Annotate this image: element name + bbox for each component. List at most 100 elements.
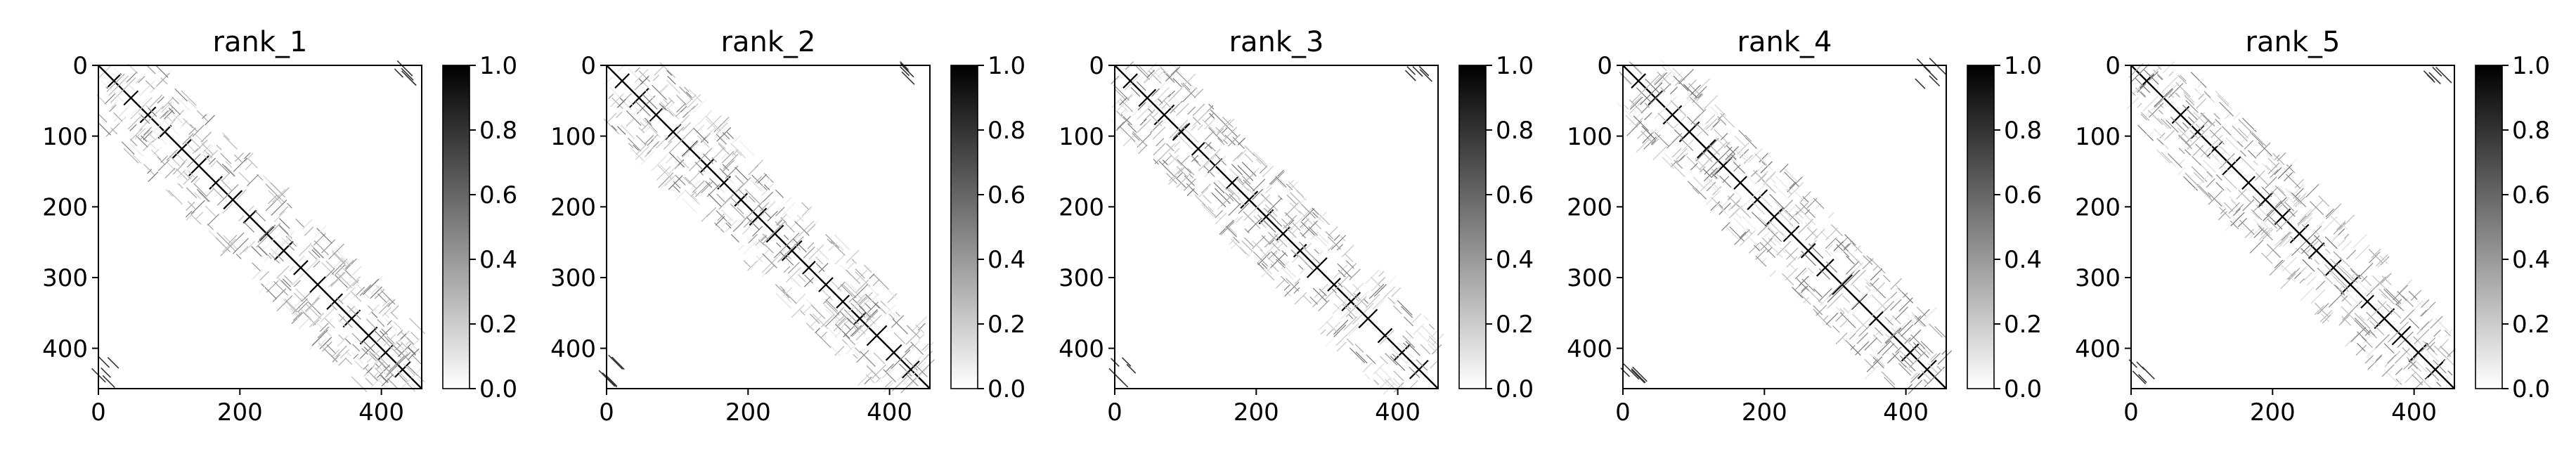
contact-texture bbox=[2376, 254, 2388, 267]
contact-texture bbox=[1862, 258, 1874, 270]
contact-texture bbox=[302, 219, 313, 230]
panel-title: rank_5 bbox=[2246, 26, 2341, 58]
y-tick-label: 100 bbox=[2075, 123, 2121, 151]
contact-texture bbox=[1828, 250, 1839, 261]
contact-texture bbox=[1760, 161, 1773, 174]
contact-texture bbox=[1288, 181, 1299, 191]
contact-texture bbox=[1348, 313, 1354, 320]
contact-texture bbox=[1784, 249, 1796, 261]
contact-texture bbox=[881, 370, 891, 379]
contact-texture bbox=[1130, 87, 1141, 97]
contact-texture bbox=[162, 106, 174, 117]
contact-texture bbox=[2413, 296, 2426, 309]
contact-texture bbox=[247, 158, 258, 169]
contact-texture bbox=[2249, 240, 2264, 254]
contact-texture bbox=[2236, 188, 2247, 200]
contact-texture bbox=[2407, 358, 2419, 370]
contact-texture bbox=[2258, 227, 2272, 241]
contact-texture bbox=[1789, 181, 1797, 189]
contact-texture bbox=[608, 93, 614, 99]
contact-texture bbox=[1286, 278, 1300, 292]
contact-texture bbox=[220, 152, 232, 164]
contact-texture bbox=[2421, 299, 2430, 308]
contact-texture bbox=[2338, 314, 2350, 326]
contact-texture bbox=[1119, 108, 1127, 116]
contact-texture bbox=[244, 152, 254, 162]
contact-texture bbox=[2341, 223, 2348, 230]
contact-texture bbox=[2300, 209, 2312, 221]
contact-texture bbox=[1276, 259, 1286, 268]
contact-texture bbox=[344, 337, 351, 345]
contact-texture bbox=[1308, 226, 1318, 236]
contact-texture bbox=[1428, 343, 1439, 356]
contact-texture bbox=[1882, 301, 1895, 313]
contact-texture bbox=[192, 148, 199, 155]
contact-texture bbox=[2317, 303, 2329, 315]
contact-texture bbox=[285, 299, 301, 315]
contact-texture bbox=[336, 297, 344, 304]
contact-texture bbox=[222, 203, 233, 214]
contact-texture bbox=[2163, 130, 2175, 141]
contact-texture bbox=[2252, 132, 2267, 148]
colorbar-gradient bbox=[1967, 65, 1995, 389]
contact-texture bbox=[725, 222, 732, 229]
contact-texture bbox=[884, 380, 893, 388]
contact-texture bbox=[297, 301, 309, 313]
contact-texture bbox=[1153, 159, 1159, 165]
contact-texture bbox=[376, 326, 392, 342]
cross-mark bbox=[853, 311, 867, 326]
contact-texture bbox=[330, 272, 347, 287]
contact-texture bbox=[628, 100, 641, 114]
contact-texture bbox=[1203, 162, 1210, 169]
contact-texture bbox=[1296, 190, 1307, 201]
contact-texture bbox=[1397, 342, 1413, 358]
contact-texture bbox=[676, 103, 686, 113]
contact-texture bbox=[1174, 148, 1180, 154]
contact-texture bbox=[1690, 109, 1707, 125]
contact-texture bbox=[1864, 278, 1872, 287]
contact-texture bbox=[866, 364, 877, 375]
contact-texture bbox=[177, 183, 183, 189]
contact-texture bbox=[186, 211, 195, 221]
contact-texture bbox=[382, 365, 396, 378]
contact-texture bbox=[1215, 126, 1227, 139]
contact-texture bbox=[1792, 287, 1804, 299]
contact-texture bbox=[1192, 103, 1205, 117]
contact-texture bbox=[2395, 378, 2402, 385]
contact-texture bbox=[1211, 153, 1218, 160]
cross-mark bbox=[818, 277, 834, 292]
contact-texture bbox=[2295, 247, 2301, 254]
axes-frame bbox=[98, 65, 422, 389]
contact-texture bbox=[181, 90, 197, 106]
contact-texture bbox=[2381, 293, 2387, 299]
contact-texture bbox=[1224, 124, 1238, 137]
contact-texture bbox=[234, 152, 244, 162]
contact-texture bbox=[2421, 301, 2436, 317]
contact-texture bbox=[638, 70, 651, 82]
contact-texture bbox=[1882, 343, 1895, 356]
contact-texture bbox=[1664, 152, 1673, 161]
contact-texture bbox=[2420, 321, 2430, 331]
contact-texture bbox=[749, 264, 757, 271]
contact-texture bbox=[917, 368, 928, 379]
contact-texture bbox=[764, 244, 774, 254]
contact-texture bbox=[784, 252, 792, 260]
contact-texture bbox=[1290, 192, 1302, 204]
contact-texture bbox=[716, 134, 727, 145]
contact-texture bbox=[1825, 249, 1832, 257]
contact-texture bbox=[783, 235, 789, 240]
contact-texture bbox=[160, 110, 169, 119]
contact-texture bbox=[1286, 195, 1297, 204]
contact-texture bbox=[1776, 240, 1792, 256]
contact-texture bbox=[1690, 162, 1698, 171]
contact-texture bbox=[345, 258, 358, 271]
contact-texture bbox=[295, 219, 305, 228]
cross-mark bbox=[1696, 138, 1716, 159]
cross-mark bbox=[223, 190, 243, 210]
contact-texture bbox=[2331, 235, 2339, 242]
contact-texture bbox=[655, 136, 668, 149]
contact-texture bbox=[1200, 204, 1215, 219]
contact-texture bbox=[732, 151, 737, 157]
contact-texture bbox=[2262, 221, 2269, 228]
contact-texture bbox=[1890, 299, 1902, 311]
